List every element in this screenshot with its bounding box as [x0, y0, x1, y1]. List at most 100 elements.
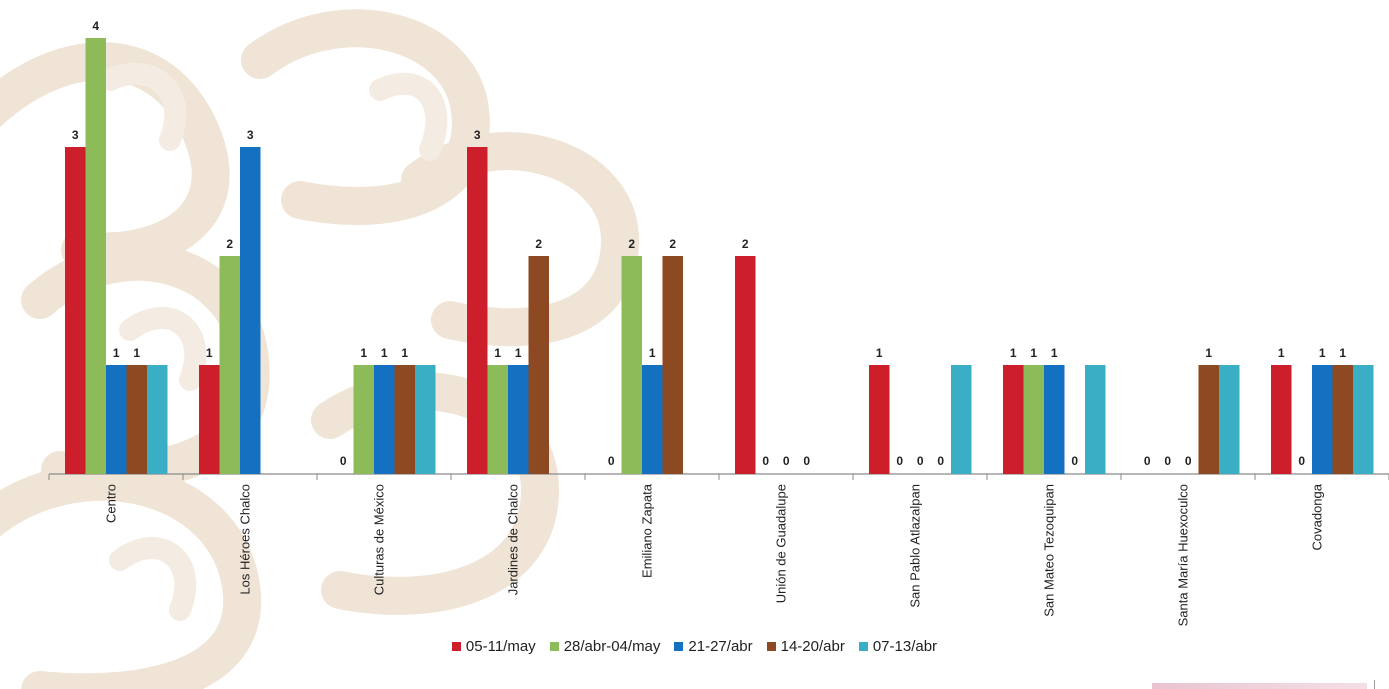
bar — [65, 147, 86, 474]
legend-swatch — [766, 642, 776, 651]
data-label: 0 — [937, 454, 944, 468]
bar — [219, 256, 240, 474]
data-label: 1 — [1051, 346, 1058, 360]
category-tick-label: Los Héroes Chalco — [237, 484, 252, 595]
data-label: 1 — [1030, 346, 1037, 360]
bar — [374, 365, 395, 474]
legend-swatch — [549, 642, 559, 651]
legend-label: 28/abr-04/may — [563, 638, 661, 655]
data-label: 1 — [876, 346, 883, 360]
legend-label: 05-11/may — [465, 638, 536, 655]
category-tick-label: Culturas de México — [371, 484, 386, 595]
data-label: 2 — [535, 237, 542, 251]
bar — [735, 256, 756, 474]
bar — [1312, 365, 1333, 474]
data-label: 2 — [628, 237, 635, 251]
bar — [1023, 365, 1044, 474]
legend-item: 05-11/may — [451, 638, 536, 655]
data-label: 0 — [1144, 454, 1151, 468]
bar — [662, 256, 683, 474]
data-label: 1 — [360, 346, 367, 360]
category-tick-label: Santa María Huexoculco — [1175, 484, 1190, 626]
legend-label: 07-13/abr — [872, 638, 938, 655]
data-label: 3 — [474, 128, 481, 142]
category-tick-label: Unión de Guadalupe — [773, 484, 788, 603]
legend-label: 14-20/abr — [780, 638, 845, 655]
legend-swatch — [451, 642, 461, 651]
bar — [528, 256, 549, 474]
bar — [1003, 365, 1024, 474]
data-label: 1 — [381, 346, 388, 360]
data-label: 1 — [113, 346, 120, 360]
data-label: 1 — [1010, 346, 1017, 360]
data-label: 1 — [1339, 346, 1346, 360]
data-label: 2 — [742, 237, 749, 251]
bar — [1085, 365, 1106, 474]
data-label: 1 — [1205, 346, 1212, 360]
bar — [951, 365, 972, 474]
category-tick-label: Jardines de Chalco — [505, 484, 520, 595]
category-tick-label: Covadonga — [1309, 483, 1324, 550]
bar — [642, 365, 663, 474]
data-label: 0 — [783, 454, 790, 468]
category-tick-label: San Pablo Atlazalpan — [907, 484, 922, 608]
data-label: 3 — [72, 128, 79, 142]
legend-item: 07-13/abr — [858, 638, 938, 655]
bar — [394, 365, 415, 474]
category-tick-label: Emiliano Zapata — [639, 483, 654, 578]
data-label: 0 — [762, 454, 769, 468]
data-label: 1 — [515, 346, 522, 360]
bar — [1219, 365, 1240, 474]
data-label: 3 — [247, 128, 254, 142]
data-label: 0 — [1298, 454, 1305, 468]
legend-swatch — [674, 642, 684, 651]
bar — [1332, 365, 1353, 474]
data-label: 1 — [1278, 346, 1285, 360]
data-label: 1 — [206, 346, 213, 360]
bar — [199, 365, 220, 474]
data-label: 1 — [494, 346, 501, 360]
bar — [1271, 365, 1292, 474]
category-tick-label: Centro — [103, 484, 118, 523]
bar — [1353, 365, 1374, 474]
bar — [487, 365, 508, 474]
legend-item: 28/abr-04/may — [549, 638, 661, 655]
bar — [621, 256, 642, 474]
data-label: 0 — [340, 454, 347, 468]
data-label: 1 — [401, 346, 408, 360]
bar — [869, 365, 890, 474]
data-label: 2 — [669, 237, 676, 251]
data-label: 0 — [1185, 454, 1192, 468]
data-label: 0 — [1071, 454, 1078, 468]
bar — [353, 365, 374, 474]
legend-swatch — [858, 642, 868, 651]
footer-divider — [1374, 680, 1375, 689]
bar — [106, 365, 127, 474]
data-label: 1 — [133, 346, 140, 360]
data-label: 1 — [1319, 346, 1326, 360]
bar — [1198, 365, 1219, 474]
legend-item: 21-27/abr — [674, 638, 753, 655]
legend-item: 14-20/abr — [766, 638, 845, 655]
bar — [415, 365, 436, 474]
data-label: 0 — [917, 454, 924, 468]
bar — [240, 147, 261, 474]
bar — [1044, 365, 1065, 474]
bar — [126, 365, 147, 474]
category-tick-label: San Mateo Tezoquipan — [1041, 484, 1056, 617]
bar — [467, 147, 488, 474]
footer-decoration — [1152, 683, 1367, 689]
bar — [85, 38, 106, 474]
data-label: 0 — [803, 454, 810, 468]
bar — [147, 365, 168, 474]
legend-label: 21-27/abr — [688, 638, 753, 655]
data-label: 1 — [649, 346, 656, 360]
data-label: 0 — [1164, 454, 1171, 468]
data-label: 2 — [226, 237, 233, 251]
data-label: 0 — [896, 454, 903, 468]
data-label: 4 — [92, 19, 99, 33]
chart-legend: 05-11/may 28/abr-04/may 21-27/abr 14-20/abr… — [0, 638, 1389, 655]
bar — [508, 365, 529, 474]
